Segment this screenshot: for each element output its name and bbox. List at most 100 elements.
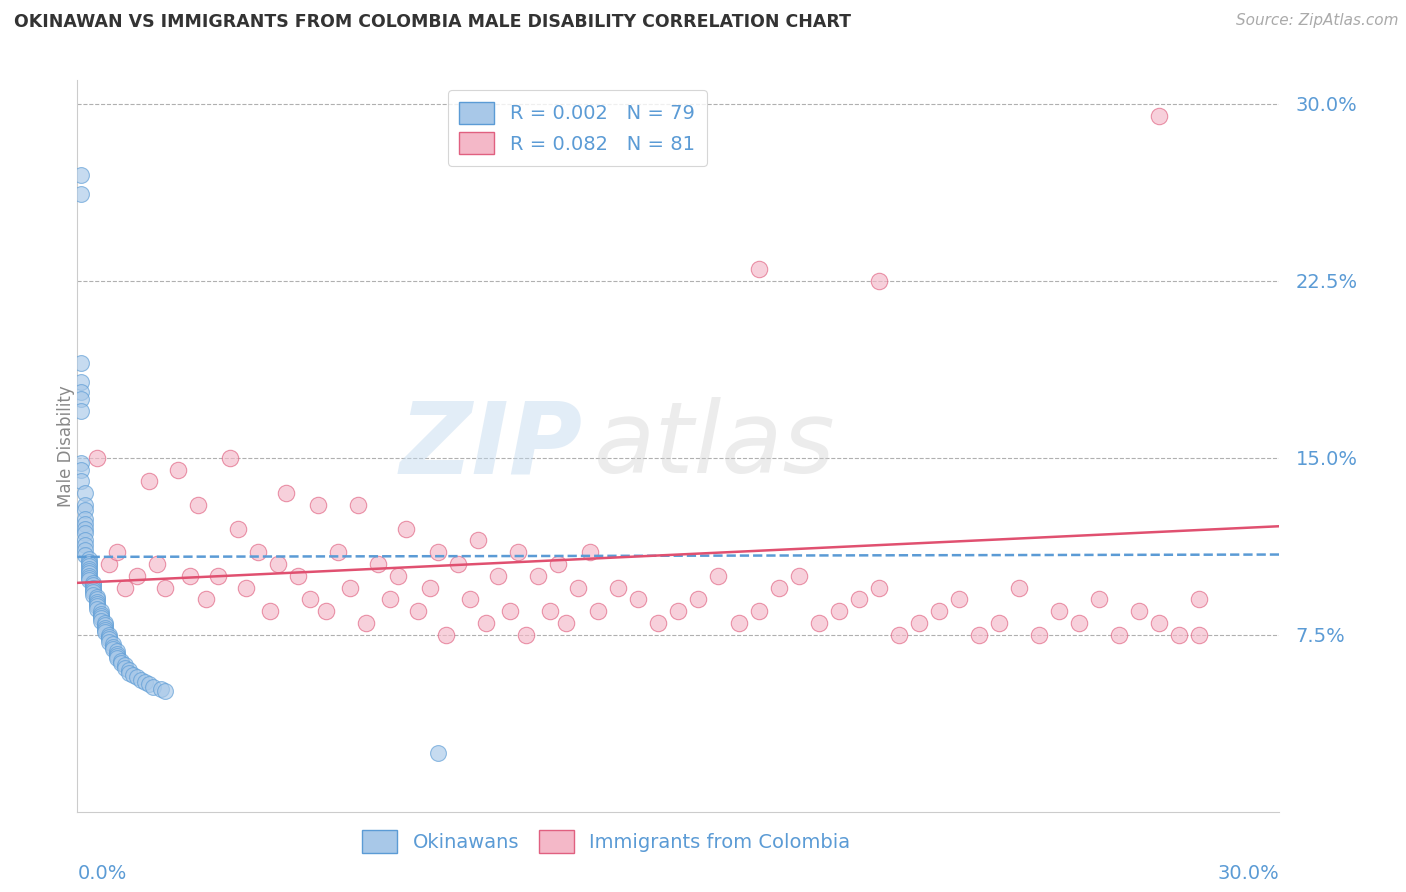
- Y-axis label: Male Disability: Male Disability: [58, 385, 75, 507]
- Point: [90, 614, 112, 628]
- Point: [75, 498, 97, 512]
- Point: [94, 621, 117, 635]
- Point: [235, 581, 257, 595]
- Point: [155, 581, 177, 595]
- Point: [98, 557, 121, 571]
- Point: [70, 475, 93, 489]
- Point: [127, 568, 149, 582]
- Point: [110, 656, 132, 670]
- Point: [315, 604, 337, 618]
- Point: [79, 559, 101, 574]
- Point: [1008, 581, 1031, 595]
- Text: 30.0%: 30.0%: [1218, 863, 1279, 882]
- Text: atlas: atlas: [595, 398, 837, 494]
- Point: [458, 592, 481, 607]
- Point: [79, 555, 101, 569]
- Point: [1149, 615, 1171, 630]
- Point: [1108, 628, 1130, 642]
- Point: [118, 665, 141, 680]
- Point: [267, 557, 290, 571]
- Point: [194, 592, 217, 607]
- Point: [347, 498, 370, 512]
- Point: [94, 625, 117, 640]
- Point: [86, 602, 108, 616]
- Point: [1168, 628, 1191, 642]
- Point: [579, 545, 602, 559]
- Point: [98, 628, 121, 642]
- Point: [114, 661, 136, 675]
- Point: [107, 648, 129, 663]
- Point: [114, 581, 136, 595]
- Point: [82, 585, 104, 599]
- Point: [967, 628, 990, 642]
- Point: [131, 673, 153, 687]
- Point: [515, 628, 537, 642]
- Point: [103, 637, 125, 651]
- Point: [90, 611, 112, 625]
- Point: [928, 604, 950, 618]
- Point: [547, 557, 569, 571]
- Point: [627, 592, 650, 607]
- Point: [107, 644, 129, 658]
- Point: [1028, 628, 1050, 642]
- Point: [98, 635, 121, 649]
- Point: [118, 663, 141, 677]
- Point: [668, 604, 690, 618]
- Point: [1188, 628, 1211, 642]
- Point: [98, 632, 121, 647]
- Point: [70, 376, 93, 390]
- Text: Source: ZipAtlas.com: Source: ZipAtlas.com: [1236, 13, 1399, 29]
- Point: [70, 462, 93, 476]
- Point: [75, 533, 97, 548]
- Point: [1088, 592, 1111, 607]
- Point: [86, 599, 108, 614]
- Point: [274, 486, 297, 500]
- Point: [419, 581, 441, 595]
- Point: [75, 502, 97, 516]
- Point: [406, 604, 429, 618]
- Point: [828, 604, 851, 618]
- Point: [75, 538, 97, 552]
- Point: [226, 522, 249, 536]
- Text: OKINAWAN VS IMMIGRANTS FROM COLOMBIA MALE DISABILITY CORRELATION CHART: OKINAWAN VS IMMIGRANTS FROM COLOMBIA MAL…: [14, 13, 851, 31]
- Point: [79, 562, 101, 576]
- Point: [75, 548, 97, 562]
- Point: [75, 522, 97, 536]
- Point: [1128, 604, 1150, 618]
- Point: [79, 571, 101, 585]
- Point: [86, 597, 108, 611]
- Point: [110, 654, 132, 668]
- Point: [395, 522, 418, 536]
- Point: [447, 557, 470, 571]
- Point: [138, 677, 160, 691]
- Point: [79, 552, 101, 566]
- Point: [1069, 615, 1091, 630]
- Point: [75, 516, 97, 531]
- Point: [588, 604, 610, 618]
- Point: [94, 623, 117, 637]
- Point: [79, 564, 101, 578]
- Point: [707, 568, 730, 582]
- Point: [142, 680, 165, 694]
- Text: 0.0%: 0.0%: [77, 863, 127, 882]
- Point: [70, 186, 93, 201]
- Point: [218, 450, 240, 465]
- Point: [138, 475, 160, 489]
- Point: [207, 568, 229, 582]
- Point: [427, 746, 450, 760]
- Point: [94, 618, 117, 632]
- Point: [354, 615, 377, 630]
- Point: [1188, 592, 1211, 607]
- Point: [86, 590, 108, 604]
- Point: [90, 608, 112, 623]
- Point: [326, 545, 349, 559]
- Point: [748, 604, 770, 618]
- Point: [70, 456, 93, 470]
- Point: [90, 604, 112, 618]
- Point: [527, 568, 550, 582]
- Point: [70, 403, 93, 417]
- Point: [246, 545, 269, 559]
- Point: [82, 588, 104, 602]
- Point: [508, 545, 530, 559]
- Point: [427, 545, 450, 559]
